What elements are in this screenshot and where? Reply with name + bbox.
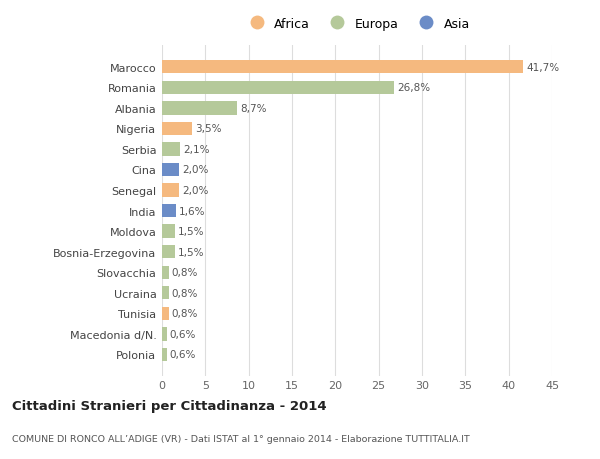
Legend: Africa, Europa, Asia: Africa, Europa, Asia [241, 15, 473, 33]
Bar [162, 266, 169, 280]
Text: 2,0%: 2,0% [182, 185, 208, 196]
Bar [162, 61, 523, 74]
Bar [162, 328, 167, 341]
Text: 26,8%: 26,8% [397, 83, 430, 93]
Text: 2,0%: 2,0% [182, 165, 208, 175]
Text: 0,8%: 0,8% [172, 288, 198, 298]
Text: 3,5%: 3,5% [195, 124, 221, 134]
Bar [162, 81, 394, 95]
Text: 0,8%: 0,8% [172, 309, 198, 319]
Text: 1,6%: 1,6% [178, 206, 205, 216]
Bar [162, 184, 179, 197]
Text: 8,7%: 8,7% [240, 104, 266, 113]
Text: 1,5%: 1,5% [178, 227, 204, 237]
Text: 41,7%: 41,7% [526, 62, 559, 73]
Bar [162, 307, 169, 320]
Bar [162, 204, 176, 218]
Bar [162, 102, 238, 115]
Text: 0,6%: 0,6% [170, 329, 196, 339]
Text: 2,1%: 2,1% [183, 145, 209, 155]
Bar [162, 163, 179, 177]
Text: 0,6%: 0,6% [170, 350, 196, 360]
Bar [162, 348, 167, 361]
Bar [162, 246, 175, 259]
Bar [162, 286, 169, 300]
Text: 0,8%: 0,8% [172, 268, 198, 278]
Bar [162, 123, 193, 136]
Bar [162, 225, 175, 238]
Bar [162, 143, 180, 156]
Text: Cittadini Stranieri per Cittadinanza - 2014: Cittadini Stranieri per Cittadinanza - 2… [12, 399, 326, 412]
Text: 1,5%: 1,5% [178, 247, 204, 257]
Text: COMUNE DI RONCO ALL’ADIGE (VR) - Dati ISTAT al 1° gennaio 2014 - Elaborazione TU: COMUNE DI RONCO ALL’ADIGE (VR) - Dati IS… [12, 434, 470, 443]
